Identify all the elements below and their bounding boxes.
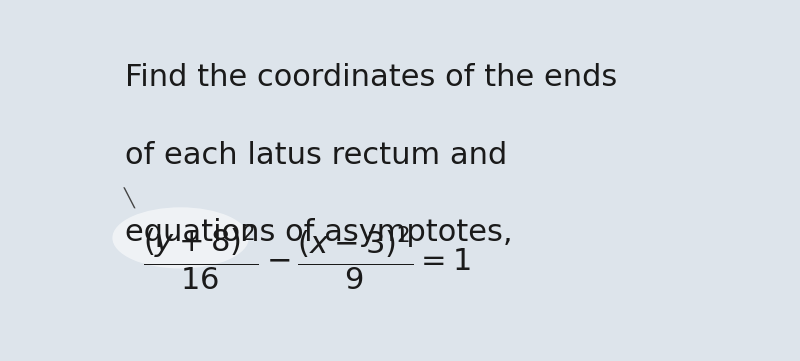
Text: $\dfrac{(y+8)^2}{16} - \dfrac{(x-3)^2}{9} = 1$: $\dfrac{(y+8)^2}{16} - \dfrac{(x-3)^2}{9… — [143, 223, 471, 293]
Text: of each latus rectum and: of each latus rectum and — [125, 140, 507, 170]
Text: equations of asymptotes,: equations of asymptotes, — [125, 218, 513, 247]
Text: ╲: ╲ — [123, 188, 134, 209]
Ellipse shape — [113, 207, 249, 269]
Text: Find the coordinates of the ends: Find the coordinates of the ends — [125, 63, 617, 92]
